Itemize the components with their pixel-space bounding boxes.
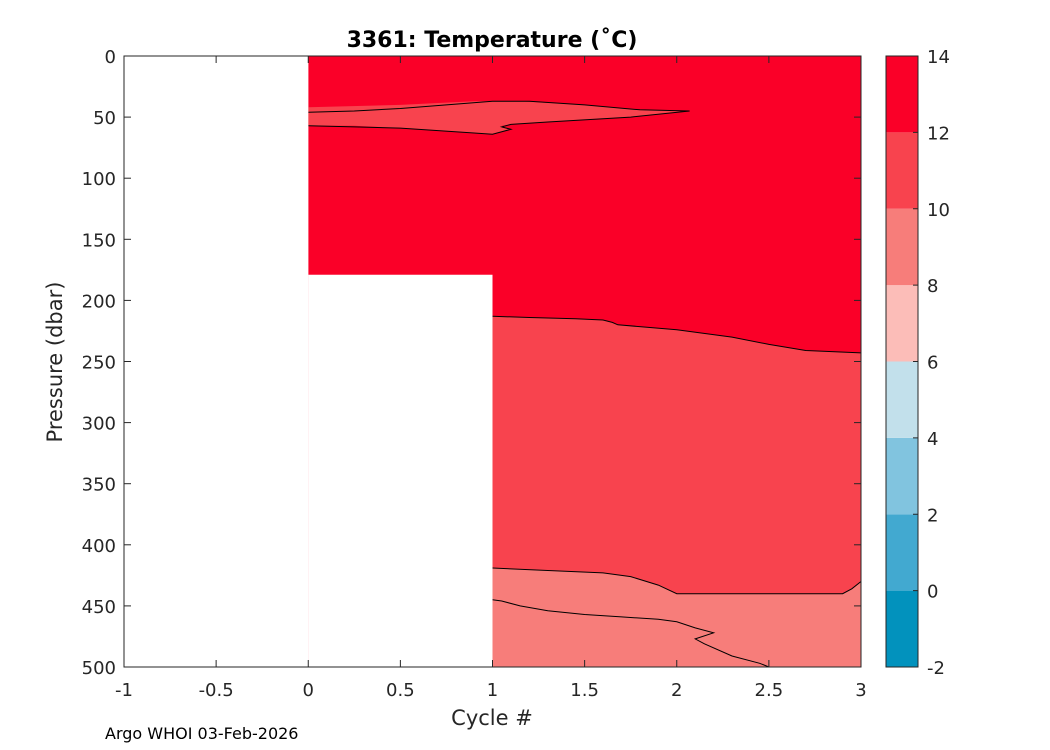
- colorbar-band: [886, 437, 918, 515]
- y-tick-label: 300: [82, 414, 116, 435]
- colorbar-band: [886, 590, 918, 667]
- y-tick-label: 350: [82, 475, 116, 496]
- colorbar-tick-label: -2: [927, 658, 945, 679]
- colorbar-tick-label: 0: [927, 582, 938, 603]
- x-tick-label: 0: [303, 680, 314, 701]
- x-tick-label: -0.5: [199, 680, 234, 701]
- y-axis-label: Pressure (dbar): [43, 282, 67, 443]
- x-axis: -1 -0.5 0 0.5 1 1.5 2 2.5 3: [115, 56, 867, 701]
- x-tick-label: 1.5: [570, 680, 599, 701]
- colorbar-tick-label: 10: [927, 200, 950, 221]
- y-tick-label: 450: [82, 597, 116, 618]
- colorbar-band: [886, 361, 918, 438]
- y-tick-label: 150: [82, 230, 116, 251]
- colorbar-band: [886, 285, 918, 362]
- x-tick-label: 1: [487, 680, 498, 701]
- plot-area: [123, 55, 862, 668]
- contour-region-8-10C-layer: [492, 568, 861, 667]
- x-tick-label: -1: [115, 680, 133, 701]
- isoline-8-3: [492, 599, 770, 668]
- x-axis-label: Cycle #: [451, 706, 533, 730]
- y-tick-label: 200: [82, 291, 116, 312]
- x-tick-label: 3: [855, 680, 866, 701]
- y-tick-label: 50: [93, 108, 116, 129]
- colorbar: -2 0 2 4 6 8 10 12 14: [885, 47, 950, 679]
- isoline-12-1: [492, 315, 862, 354]
- colorbar-tick-label: 6: [927, 353, 938, 374]
- y-tick-label: 400: [82, 536, 116, 557]
- colorbar-tick-label: 2: [927, 505, 938, 526]
- footer-credit: Argo WHOI 03-Feb-2026: [105, 724, 299, 743]
- y-tick-label: 250: [82, 353, 116, 374]
- x-tick-label: 2.5: [755, 680, 784, 701]
- y-axis: 0 50 100 150 200 250 300 350 400 450 500: [82, 47, 861, 679]
- x-tick-label: 0.5: [386, 680, 415, 701]
- x-tick-label: 2: [671, 680, 682, 701]
- colorbar-band: [886, 56, 918, 133]
- isoline-12-0: [308, 100, 690, 135]
- colorbar-tick-label: 8: [927, 276, 938, 297]
- chart-title: 3361: Temperature (˚C): [347, 28, 638, 53]
- contour-region-10-12C-tongue: [308, 101, 690, 135]
- colorbar-band: [886, 132, 918, 209]
- y-tick-label: 500: [82, 658, 116, 679]
- colorbar-tick-label: 4: [927, 429, 938, 450]
- colorbar-tick-label: 12: [927, 123, 950, 144]
- y-tick-label: 0: [105, 47, 116, 68]
- y-tick-label: 100: [82, 169, 116, 190]
- no-data-mask: [124, 56, 309, 667]
- contour-isolines: [308, 100, 862, 668]
- colorbar-band: [886, 208, 918, 286]
- isoline-10-2: [492, 567, 862, 595]
- colorbar-tick-label: 14: [927, 47, 950, 68]
- colorbar-band: [886, 514, 918, 591]
- no-data-deep-mask: [308, 274, 493, 667]
